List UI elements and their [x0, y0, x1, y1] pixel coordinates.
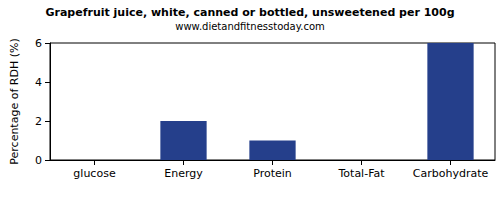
- svg-text:0: 0: [35, 154, 42, 167]
- svg-text:Protein: Protein: [253, 167, 292, 180]
- svg-text:2: 2: [35, 115, 42, 128]
- svg-text:Energy: Energy: [164, 167, 203, 180]
- svg-text:www.dietandfitnesstoday.com: www.dietandfitnesstoday.com: [175, 21, 324, 32]
- svg-text:Grapefruit juice, white, canne: Grapefruit juice, white, canned or bottl…: [45, 6, 454, 19]
- svg-text:glucose: glucose: [73, 167, 116, 180]
- svg-text:4: 4: [35, 76, 42, 89]
- svg-text:Carbohydrate: Carbohydrate: [413, 167, 489, 180]
- svg-text:Percentage of RDH (%): Percentage of RDH (%): [8, 38, 21, 164]
- svg-text:Total-Fat: Total-Fat: [337, 167, 385, 180]
- svg-text:6: 6: [35, 37, 42, 50]
